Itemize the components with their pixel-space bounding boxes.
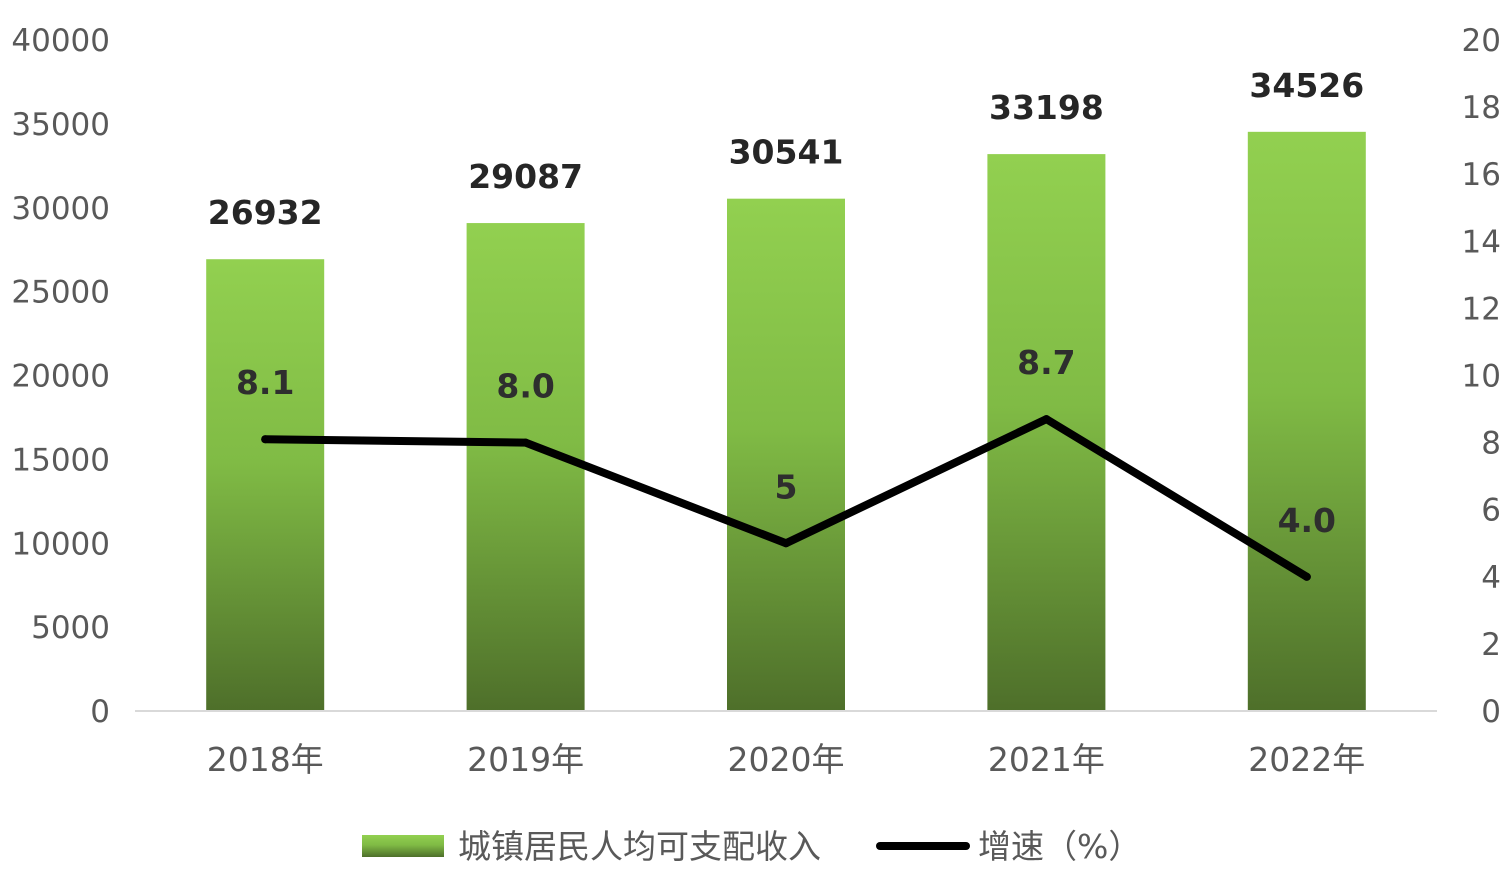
growth-rate-label: 5 <box>775 467 798 506</box>
growth-rate-point <box>782 539 790 548</box>
growth-rate-point <box>1302 572 1311 581</box>
growth-rate-point <box>1042 415 1051 424</box>
right-axis-tick: 10 <box>1462 359 1501 395</box>
growth-rate-point <box>521 438 530 447</box>
income-bar <box>466 223 585 711</box>
right-axis-tick: 20 <box>1462 23 1501 59</box>
left-axis-tick: 35000 <box>11 107 110 143</box>
income-value-label: 29087 <box>468 157 583 196</box>
left-axis-tick: 10000 <box>11 526 110 562</box>
left-axis-tick: 5000 <box>31 610 110 646</box>
right-axis-tick: 12 <box>1462 291 1501 327</box>
left-axis-tick: 20000 <box>11 359 110 395</box>
income-bar <box>987 154 1106 712</box>
category-label: 2018年 <box>207 740 324 779</box>
right-axis-tick: 4 <box>1481 560 1501 596</box>
right-axis-tick: 16 <box>1462 157 1501 193</box>
left-axis-tick: 40000 <box>11 23 110 59</box>
right-axis-tick: 8 <box>1481 426 1501 462</box>
left-axis-tick: 0 <box>90 694 110 730</box>
income-value-label: 34526 <box>1249 66 1364 105</box>
right-axis-tick: 18 <box>1462 90 1501 126</box>
growth-rate-label: 4.0 <box>1278 501 1336 540</box>
income-bar <box>727 198 845 711</box>
category-label: 2021年 <box>988 740 1105 779</box>
legend: 城镇居民人均可支配收入 增速（%） <box>362 827 1141 866</box>
left-axis-tick: 30000 <box>11 191 110 227</box>
growth-rate-label: 8.7 <box>1017 343 1075 382</box>
income-value-label: 33198 <box>989 88 1104 127</box>
legend-swatch-income <box>362 835 444 857</box>
right-axis-tick: 2 <box>1481 627 1501 663</box>
left-axis-tick: 15000 <box>11 442 110 478</box>
left-axis-tick: 25000 <box>11 275 110 311</box>
legend-label-rate: 增速（%） <box>978 827 1141 866</box>
category-label: 2022年 <box>1248 740 1365 779</box>
legend-label-income: 城镇居民人均可支配收入 <box>458 827 821 866</box>
category-label: 2020年 <box>728 740 845 779</box>
growth-rate-point <box>261 435 270 444</box>
right-axis-tick: 14 <box>1462 224 1501 260</box>
growth-rate-label: 8.0 <box>496 367 554 406</box>
category-label: 2019年 <box>467 740 584 779</box>
income-value-label: 30541 <box>729 133 844 172</box>
income-value-label: 26932 <box>208 193 323 232</box>
income-bar <box>206 259 325 711</box>
income-bar <box>1247 131 1366 711</box>
right-axis-tick: 0 <box>1481 694 1501 730</box>
right-axis-tick: 6 <box>1481 493 1501 529</box>
growth-rate-label: 8.1 <box>236 363 294 402</box>
